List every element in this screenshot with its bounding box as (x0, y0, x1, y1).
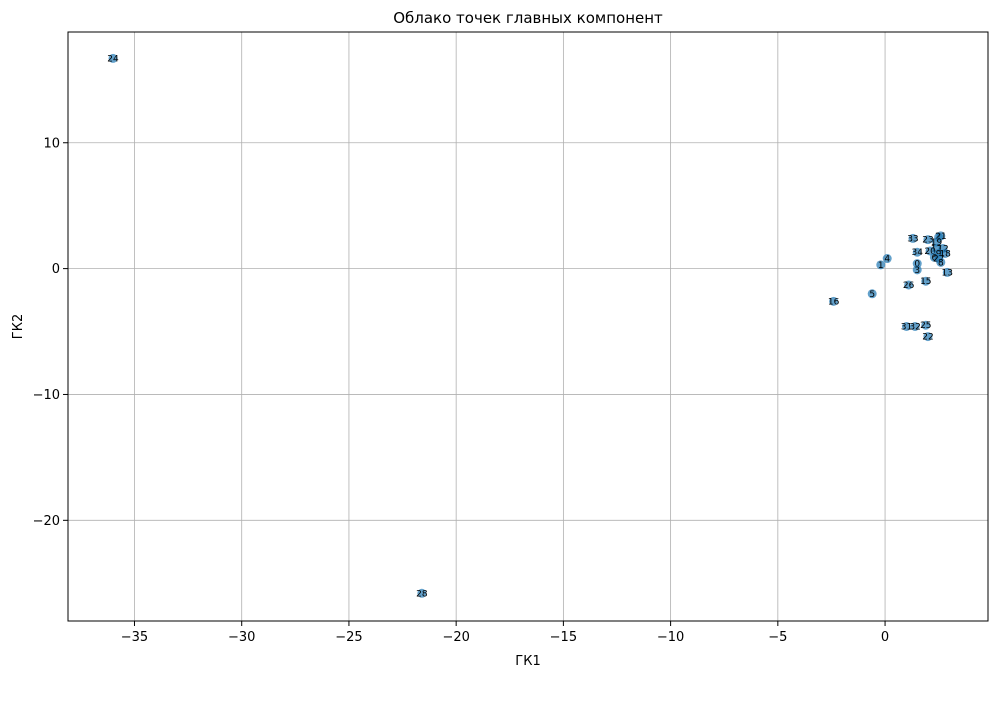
data-point (908, 233, 918, 243)
data-point-label: 21 (935, 232, 946, 242)
data-point (904, 280, 914, 290)
data-point-label: 23 (922, 236, 933, 246)
data-point (910, 322, 920, 331)
data-point-label: 31 (901, 323, 912, 333)
data-point (867, 289, 877, 299)
y-axis-label: ГК2 (11, 314, 26, 339)
data-points: 2428165140326151334332372119171220918627… (107, 53, 953, 599)
data-point (923, 332, 933, 342)
data-point-label: 26 (903, 281, 915, 291)
data-point (932, 237, 942, 247)
data-point-label: 12 (937, 244, 948, 254)
data-point-label: 8 (938, 258, 944, 268)
grid (68, 32, 988, 621)
data-point-label: 28 (416, 589, 428, 599)
data-point-label: 22 (922, 333, 933, 343)
data-point (923, 235, 933, 245)
data-point (936, 257, 946, 267)
data-point (936, 231, 946, 241)
plot-frame (67, 31, 989, 622)
data-point-label: 32 (909, 323, 920, 333)
x-tick-label: −10 (657, 630, 684, 645)
data-point (912, 265, 922, 275)
x-tick-label: −5 (768, 630, 787, 645)
data-point-label: 33 (907, 234, 918, 244)
y-tick-label: 10 (43, 136, 60, 151)
data-point-label: 24 (107, 54, 119, 64)
data-point-label: 19 (931, 238, 943, 248)
data-point-label: 25 (920, 321, 931, 331)
data-point-label: 1 (878, 261, 884, 271)
data-point (942, 267, 952, 277)
data-point (925, 246, 935, 256)
x-tick-label: −15 (550, 630, 577, 645)
data-point (876, 260, 886, 270)
data-point (921, 276, 931, 286)
data-point-label: 3 (914, 266, 920, 276)
data-point-label: 0 (914, 260, 920, 270)
data-point-label: 18 (939, 250, 951, 260)
y-tick-label: 0 (52, 262, 60, 277)
data-point (921, 320, 931, 330)
x-tick-label: 0 (881, 630, 889, 645)
data-point (912, 247, 922, 257)
data-point-label: 34 (912, 248, 924, 258)
x-tick-label: −35 (121, 630, 148, 645)
x-tick-label: −20 (442, 630, 469, 645)
y-tick-label: −10 (33, 388, 60, 403)
data-point (940, 249, 950, 259)
data-point-label: 5 (869, 290, 875, 300)
data-point-label: 16 (828, 297, 840, 307)
data-point-label: 4 (884, 255, 890, 265)
axis-ticks: −35 −30 −25 −20 −15 −10 −5 0 −20 −10 0 10 (33, 136, 890, 645)
x-tick-label: −25 (335, 630, 362, 645)
data-point (902, 322, 912, 331)
x-axis-label: ГК1 (515, 654, 540, 669)
data-point (108, 53, 118, 63)
data-point-label: 15 (920, 277, 931, 287)
data-point (417, 588, 427, 598)
data-point (829, 296, 839, 306)
y-tick-label: −20 (33, 514, 60, 529)
x-tick-label: −30 (228, 630, 255, 645)
data-point-label: 20 (924, 247, 936, 257)
data-point (912, 259, 922, 269)
data-point (882, 254, 892, 264)
chart-title: Облако точек главных компонент (393, 9, 663, 27)
data-point-label: 17 (931, 244, 942, 254)
data-point-label: 13 (942, 268, 953, 278)
